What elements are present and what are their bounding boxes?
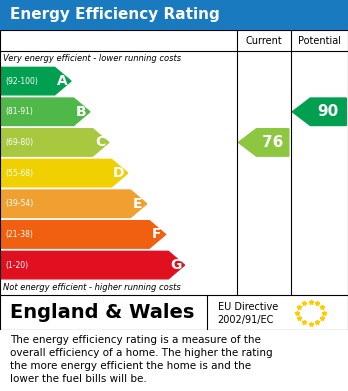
Text: (1-20): (1-20) bbox=[5, 260, 28, 269]
Text: (55-68): (55-68) bbox=[5, 169, 33, 178]
Polygon shape bbox=[0, 251, 184, 279]
Polygon shape bbox=[238, 129, 289, 156]
Polygon shape bbox=[0, 129, 109, 156]
Polygon shape bbox=[0, 221, 166, 248]
Text: F: F bbox=[152, 228, 161, 241]
Polygon shape bbox=[0, 160, 128, 187]
Text: (92-100): (92-100) bbox=[5, 77, 38, 86]
Text: Not energy efficient - higher running costs: Not energy efficient - higher running co… bbox=[3, 283, 181, 292]
Polygon shape bbox=[0, 98, 90, 126]
Text: 90: 90 bbox=[318, 104, 339, 119]
Text: The energy efficiency rating is a measure of the
overall efficiency of a home. T: The energy efficiency rating is a measur… bbox=[10, 335, 273, 384]
Polygon shape bbox=[0, 67, 71, 95]
Text: 2002/91/EC: 2002/91/EC bbox=[218, 314, 274, 325]
Text: (21-38): (21-38) bbox=[5, 230, 33, 239]
Text: B: B bbox=[76, 105, 86, 119]
Text: D: D bbox=[113, 166, 125, 180]
Text: C: C bbox=[95, 135, 105, 149]
Polygon shape bbox=[0, 190, 147, 217]
Polygon shape bbox=[292, 98, 346, 126]
Text: E: E bbox=[133, 197, 143, 211]
Text: G: G bbox=[170, 258, 181, 272]
Text: Current: Current bbox=[245, 36, 282, 46]
Text: (81-91): (81-91) bbox=[5, 107, 33, 116]
Text: 76: 76 bbox=[262, 135, 283, 150]
Text: (39-54): (39-54) bbox=[5, 199, 33, 208]
Text: (69-80): (69-80) bbox=[5, 138, 33, 147]
Text: England & Wales: England & Wales bbox=[10, 303, 195, 322]
Text: EU Directive: EU Directive bbox=[218, 302, 278, 312]
Text: Very energy efficient - lower running costs: Very energy efficient - lower running co… bbox=[3, 54, 182, 63]
Text: Energy Efficiency Rating: Energy Efficiency Rating bbox=[10, 7, 220, 23]
Text: Potential: Potential bbox=[298, 36, 341, 46]
Text: A: A bbox=[57, 74, 68, 88]
